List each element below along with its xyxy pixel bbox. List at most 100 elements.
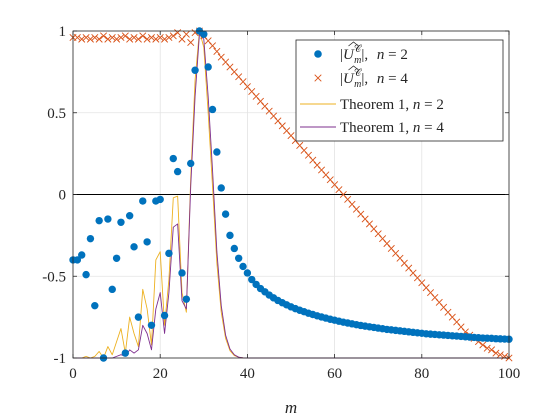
data-point bbox=[178, 269, 186, 277]
data-point bbox=[108, 34, 116, 42]
data-point bbox=[492, 349, 500, 357]
data-point bbox=[78, 35, 86, 43]
data-point bbox=[112, 254, 121, 262]
data-point bbox=[73, 256, 82, 264]
y-tick-label: 0.5 bbox=[47, 106, 66, 122]
data-point bbox=[213, 47, 221, 55]
y-tick-label: -0.5 bbox=[42, 269, 66, 285]
data-point bbox=[108, 285, 116, 294]
x-axis-label: m bbox=[285, 398, 297, 417]
data-point bbox=[95, 216, 103, 225]
x-tick-label: 40 bbox=[240, 366, 255, 382]
data-point bbox=[209, 42, 217, 50]
data-point bbox=[243, 269, 252, 277]
data-point bbox=[73, 34, 81, 42]
series-2 bbox=[69, 27, 513, 362]
data-point bbox=[130, 243, 138, 251]
data-point bbox=[117, 34, 125, 42]
data-point bbox=[213, 148, 221, 156]
x-tick-label: 80 bbox=[414, 366, 429, 382]
data-point bbox=[165, 34, 173, 42]
legend-label: |U𝒞 m|, n = 4 bbox=[340, 68, 408, 90]
legend-label: Theorem 1, n = 2 bbox=[340, 97, 444, 113]
data-point bbox=[130, 34, 138, 42]
data-point bbox=[100, 32, 108, 40]
data-point bbox=[187, 159, 195, 168]
legend-marker bbox=[314, 50, 322, 58]
data-point bbox=[95, 35, 103, 43]
data-point bbox=[208, 105, 217, 114]
data-point bbox=[104, 35, 112, 43]
data-point bbox=[483, 344, 491, 352]
data-point bbox=[143, 238, 151, 246]
data-point bbox=[239, 262, 247, 271]
x-tick-label: 60 bbox=[327, 366, 342, 382]
data-point bbox=[125, 212, 134, 220]
x-tick-label: 20 bbox=[153, 366, 168, 382]
data-point bbox=[169, 154, 177, 163]
data-point bbox=[82, 270, 90, 279]
x-tick-label: 0 bbox=[69, 366, 77, 382]
data-point bbox=[182, 30, 190, 38]
legend-marker bbox=[314, 74, 322, 82]
data-point bbox=[226, 231, 234, 240]
data-point bbox=[126, 35, 134, 43]
legend: |U𝒞 m|, n = 2|U𝒞 m|, n = 4 Theorem 1, n = 2… bbox=[295, 39, 504, 142]
ticks: 0 20 40 60 80 100 1 0.5 0 -0.5 -1 bbox=[42, 24, 520, 382]
data-point bbox=[147, 34, 155, 42]
hat-accent bbox=[348, 41, 359, 47]
data-point bbox=[174, 29, 182, 37]
data-point bbox=[147, 321, 156, 329]
data-point bbox=[134, 35, 142, 43]
data-point bbox=[488, 346, 496, 354]
data-point bbox=[91, 34, 99, 42]
data-point bbox=[117, 218, 125, 226]
data-point bbox=[501, 352, 509, 360]
data-point bbox=[217, 184, 225, 192]
series-1 bbox=[69, 27, 513, 362]
y-tick-label: -1 bbox=[54, 351, 67, 367]
y-tick-label: 1 bbox=[59, 24, 67, 40]
data-point bbox=[156, 195, 164, 204]
series-layer bbox=[69, 27, 513, 362]
data-point bbox=[496, 351, 504, 359]
data-point bbox=[182, 295, 191, 303]
data-point bbox=[139, 197, 147, 205]
data-point bbox=[104, 215, 112, 223]
data-point bbox=[161, 35, 169, 43]
hat-accent bbox=[348, 65, 359, 71]
data-point bbox=[187, 38, 195, 46]
legend-label: |U𝒞 m|, n = 2 bbox=[340, 44, 408, 66]
x-tick-label: 100 bbox=[498, 366, 521, 382]
data-point bbox=[113, 35, 121, 43]
data-point bbox=[121, 349, 130, 357]
data-point bbox=[169, 32, 177, 40]
data-point bbox=[165, 249, 173, 258]
legend-box bbox=[295, 39, 504, 142]
legend-label: Theorem 1, n = 4 bbox=[340, 120, 444, 136]
data-point bbox=[173, 167, 182, 176]
data-point bbox=[160, 311, 169, 320]
data-point bbox=[82, 34, 90, 42]
data-point bbox=[156, 34, 164, 42]
data-point bbox=[121, 32, 129, 40]
data-point bbox=[204, 63, 212, 71]
y-tick-label: 0 bbox=[59, 188, 67, 204]
data-point bbox=[479, 341, 487, 349]
data-point bbox=[200, 30, 208, 38]
data-point bbox=[139, 32, 147, 40]
data-point bbox=[234, 254, 243, 262]
data-point bbox=[134, 313, 143, 321]
data-point bbox=[152, 35, 160, 43]
data-point bbox=[143, 35, 151, 43]
data-point bbox=[248, 275, 256, 284]
legend-item: |U𝒞 m|, n = 4 bbox=[314, 65, 408, 90]
data-point bbox=[91, 301, 99, 310]
data-point bbox=[221, 210, 230, 218]
legend-item: Theorem 1, n = 4 bbox=[300, 120, 444, 136]
data-point bbox=[86, 234, 95, 243]
data-point bbox=[230, 244, 239, 253]
data-point bbox=[86, 35, 94, 43]
data-point bbox=[78, 251, 86, 259]
